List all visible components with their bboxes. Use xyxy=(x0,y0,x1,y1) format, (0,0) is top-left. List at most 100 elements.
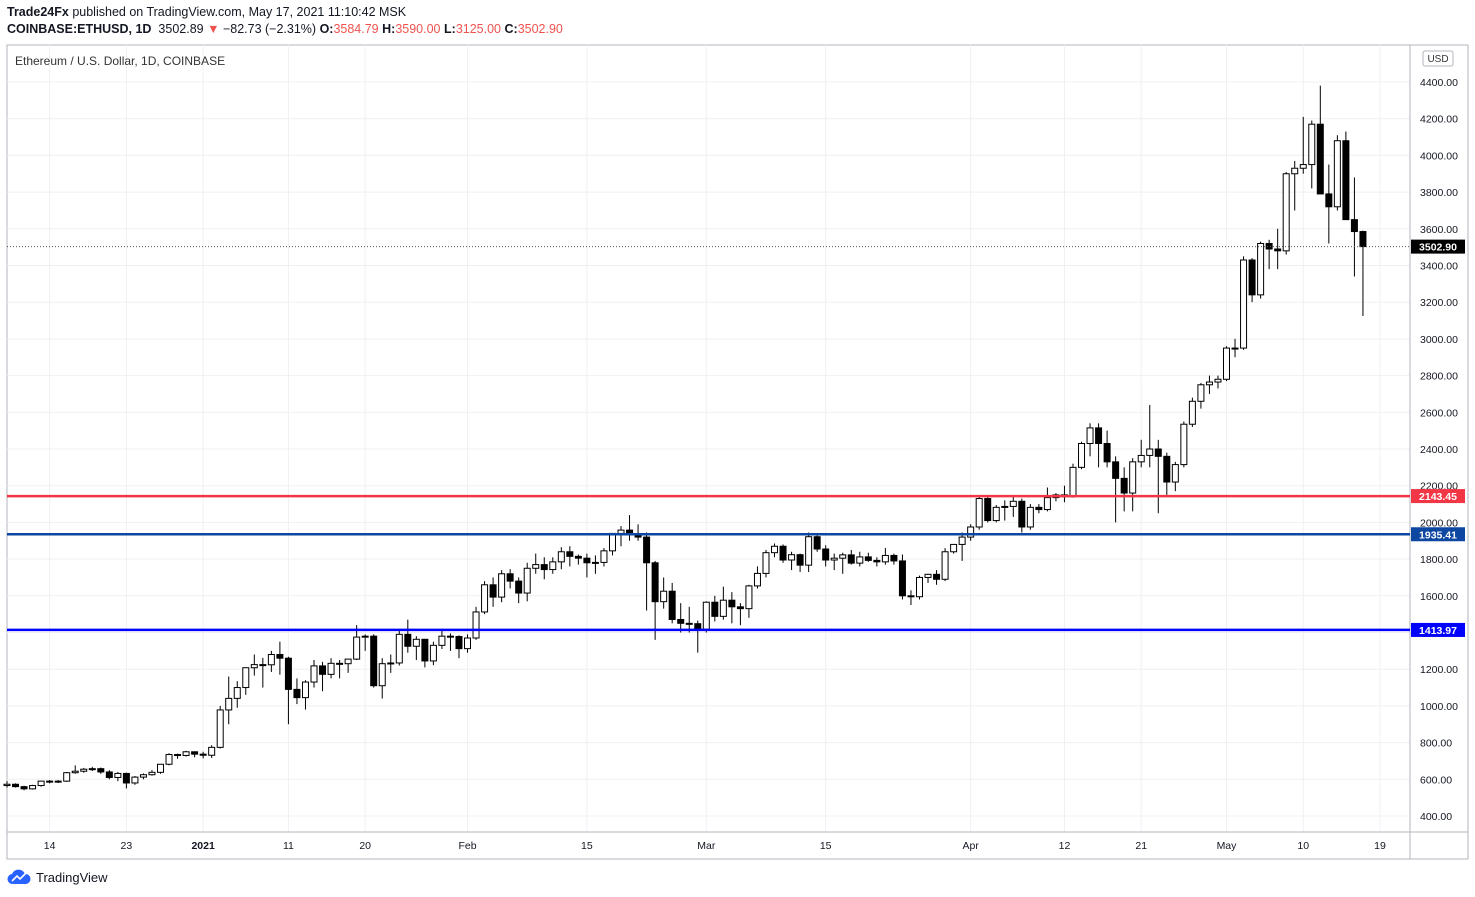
candle xyxy=(1137,439,1145,468)
candle-body xyxy=(429,644,437,662)
candle-body xyxy=(139,774,147,778)
candle-body xyxy=(1359,231,1367,248)
candle xyxy=(924,573,932,583)
candle xyxy=(1316,85,1324,195)
candle xyxy=(549,557,557,574)
publisher-name[interactable]: Trade24Fx xyxy=(7,5,69,19)
candle xyxy=(284,656,292,725)
price-tick-label: 2400.00 xyxy=(1420,444,1458,456)
open-label: O: xyxy=(319,22,334,36)
candle-body xyxy=(122,772,130,784)
candle-body xyxy=(1214,378,1222,383)
candle xyxy=(1257,241,1265,299)
candle xyxy=(608,532,616,556)
candle-body xyxy=(796,554,804,566)
candle-body xyxy=(1095,427,1103,444)
last-price-tag xyxy=(1411,239,1465,254)
candle-body xyxy=(608,532,616,552)
candle xyxy=(1231,338,1239,358)
candle-body xyxy=(114,772,122,778)
candle xyxy=(1350,177,1358,277)
candle xyxy=(873,557,881,567)
price-chart[interactable]: Ethereum / U.S. Dollar, 1D, COINBASE USD… xyxy=(0,0,1475,865)
candle xyxy=(1146,404,1154,468)
currency-badge[interactable]: USD xyxy=(1422,50,1454,67)
candle-body xyxy=(549,561,557,571)
candle xyxy=(1009,496,1017,517)
candle xyxy=(1060,485,1068,503)
candle xyxy=(728,592,736,624)
candle-body xyxy=(54,780,62,783)
candle-body xyxy=(216,709,224,748)
level-price-label: 2143.45 xyxy=(1419,491,1457,503)
candle xyxy=(1129,458,1137,512)
candle-body xyxy=(677,618,685,624)
candle-body xyxy=(455,636,463,650)
candles xyxy=(3,85,1367,791)
candle-body xyxy=(1180,423,1188,466)
candle xyxy=(387,654,395,673)
candle xyxy=(1274,228,1282,270)
candle-body xyxy=(1333,140,1341,208)
candle-body xyxy=(753,572,761,587)
candle xyxy=(788,551,796,571)
candle-body xyxy=(617,529,625,534)
candle xyxy=(1197,382,1205,409)
price-tick-label: 1600.00 xyxy=(1420,591,1458,603)
candle xyxy=(933,570,941,585)
price-tick-label: 1200.00 xyxy=(1420,664,1458,676)
candle xyxy=(327,658,335,679)
candle-body xyxy=(933,573,941,580)
candle xyxy=(1282,171,1290,255)
level-price-label: 1413.97 xyxy=(1419,625,1457,637)
candle-body xyxy=(736,606,744,610)
candle-body xyxy=(131,776,139,784)
candle-body xyxy=(1205,381,1213,386)
candle-body xyxy=(668,590,676,620)
price-tick-label: 4200.00 xyxy=(1420,114,1458,126)
candle-body xyxy=(600,550,608,563)
candle xyxy=(796,553,804,572)
candle-body xyxy=(421,638,429,662)
candle-body xyxy=(574,555,582,559)
candle xyxy=(3,781,11,788)
candle xyxy=(771,543,779,558)
candle xyxy=(1222,346,1230,382)
candle-body xyxy=(267,654,275,666)
candle-body xyxy=(711,601,719,617)
candle xyxy=(199,751,207,759)
candle-body xyxy=(71,770,79,774)
candle-body xyxy=(958,536,966,545)
candle xyxy=(1112,456,1120,523)
candle-body xyxy=(37,780,45,787)
horizontal-levels[interactable]: 2143.45 1935.41 1413.97 xyxy=(7,489,1465,637)
candle-body xyxy=(728,599,736,608)
candle-body xyxy=(1325,193,1333,208)
candle-body xyxy=(88,768,96,771)
candle xyxy=(344,658,352,673)
candle-body xyxy=(1299,164,1307,169)
candle xyxy=(71,765,79,774)
candle xyxy=(864,552,872,562)
candle xyxy=(685,606,693,633)
candle-body xyxy=(1222,347,1230,380)
candle xyxy=(88,766,96,772)
candle xyxy=(1086,423,1094,457)
close-value: 3502.90 xyxy=(517,22,563,36)
price-tick-label: 3200.00 xyxy=(1420,297,1458,309)
candle-body xyxy=(1350,219,1358,233)
candle xyxy=(259,657,267,688)
candle xyxy=(626,515,634,541)
candle-body xyxy=(1026,506,1034,528)
price-tick-label: 3600.00 xyxy=(1420,224,1458,236)
candle xyxy=(677,603,685,633)
candle-body xyxy=(864,556,872,561)
tradingview-logo[interactable]: TradingView xyxy=(7,869,108,885)
candle xyxy=(97,767,105,774)
candle-body xyxy=(250,664,258,669)
price-tick-label: 2600.00 xyxy=(1420,407,1458,419)
candle xyxy=(881,548,889,565)
candle xyxy=(139,773,147,780)
currency-label: USD xyxy=(1427,54,1448,65)
candle xyxy=(813,534,821,552)
